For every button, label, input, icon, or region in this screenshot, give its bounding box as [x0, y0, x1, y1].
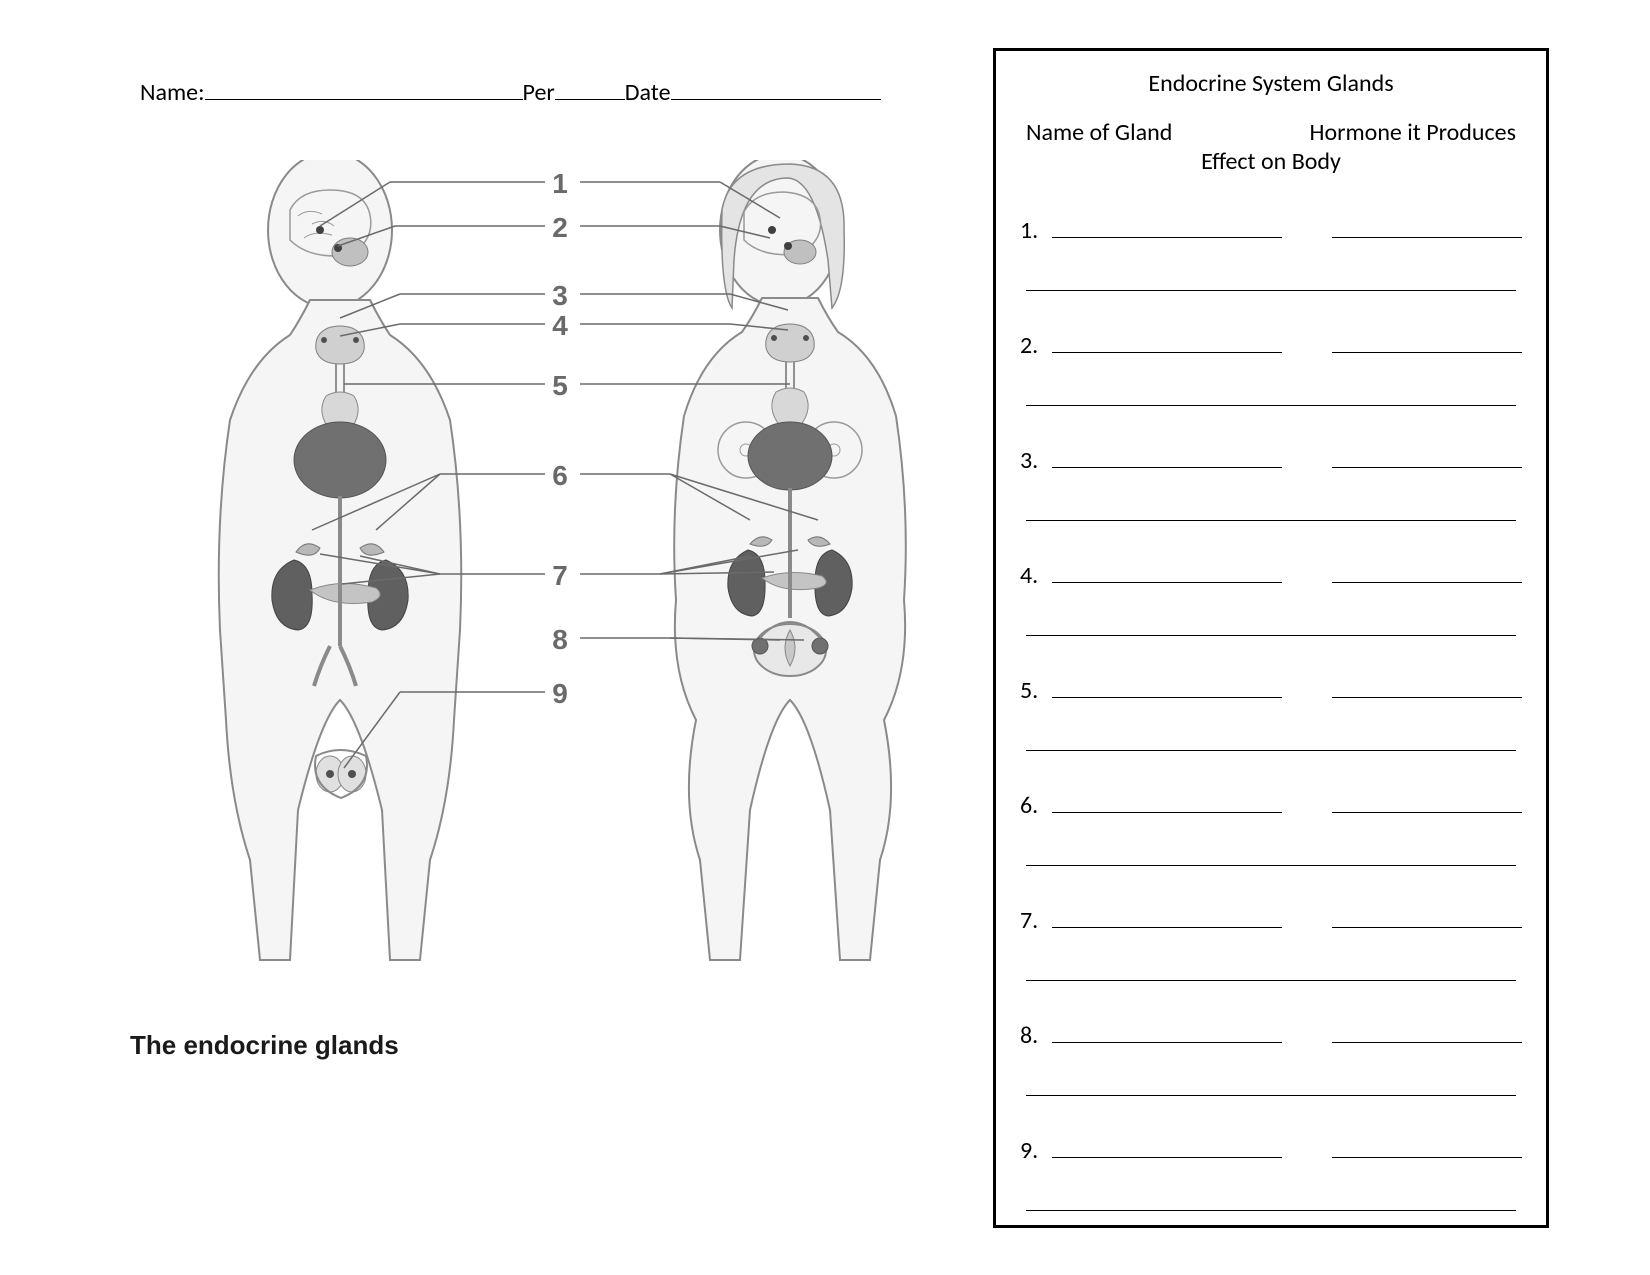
table-entry-7: 7.: [1020, 906, 1522, 981]
table-entry-2: 2.: [1020, 331, 1522, 406]
effect-blank[interactable]: [1026, 634, 1516, 636]
table-entry-4: 4.: [1020, 561, 1522, 636]
entry-number: 2.: [1020, 331, 1042, 360]
effect-blank[interactable]: [1026, 749, 1516, 751]
diagram-number-9: 9: [545, 678, 575, 710]
per-blank[interactable]: [555, 80, 625, 100]
gland-name-blank[interactable]: [1052, 1023, 1282, 1043]
gland-name-blank[interactable]: [1052, 908, 1282, 928]
effect-blank[interactable]: [1026, 289, 1516, 291]
gland-name-blank[interactable]: [1052, 333, 1282, 353]
hormone-blank[interactable]: [1332, 1023, 1522, 1043]
table-entry-3: 3.: [1020, 446, 1522, 521]
table-entry-8: 8.: [1020, 1021, 1522, 1096]
table-entry-1: 1.: [1020, 216, 1522, 291]
effect-blank[interactable]: [1026, 979, 1516, 981]
glands-table: Endocrine System Glands Name of Gland Ho…: [993, 48, 1549, 1228]
table-entry-9: 9.: [1020, 1136, 1522, 1211]
endocrine-diagram: 1 2 34 5 6 7 8 9: [190, 160, 920, 980]
row2-header: Effect on Body: [1020, 147, 1522, 176]
entry-number: 1.: [1020, 216, 1042, 245]
date-blank[interactable]: [671, 80, 881, 100]
col1-header: Name of Gland: [1026, 118, 1172, 147]
gland-name-blank[interactable]: [1052, 793, 1282, 813]
col2-header: Hormone it Produces: [1310, 118, 1516, 147]
entry-number: 4.: [1020, 561, 1042, 590]
effect-blank[interactable]: [1026, 1209, 1516, 1211]
gland-name-blank[interactable]: [1052, 218, 1282, 238]
diagram-caption: The endocrine glands: [130, 1030, 399, 1061]
hormone-blank[interactable]: [1332, 333, 1522, 353]
hormone-blank[interactable]: [1332, 448, 1522, 468]
table-entry-6: 6.: [1020, 791, 1522, 866]
name-label: Name:: [140, 78, 205, 107]
gland-name-blank[interactable]: [1052, 678, 1282, 698]
hormone-blank[interactable]: [1332, 1138, 1522, 1158]
table-headers: Name of Gland Hormone it Produces Effect…: [1020, 118, 1522, 176]
table-entry-5: 5.: [1020, 676, 1522, 751]
entry-number: 7.: [1020, 906, 1042, 935]
diagram-number-4: 4: [545, 310, 575, 342]
table-title: Endocrine System Glands: [1020, 69, 1522, 98]
name-blank[interactable]: [205, 80, 523, 100]
male-body: [219, 160, 462, 960]
female-body: [674, 160, 906, 960]
date-label: Date: [625, 78, 671, 107]
gland-name-blank[interactable]: [1052, 563, 1282, 583]
hormone-blank[interactable]: [1332, 563, 1522, 583]
effect-blank[interactable]: [1026, 864, 1516, 866]
gland-name-blank[interactable]: [1052, 448, 1282, 468]
diagram-number-1: 1: [545, 168, 575, 200]
gland-name-blank[interactable]: [1052, 1138, 1282, 1158]
hormone-blank[interactable]: [1332, 218, 1522, 238]
entry-number: 3.: [1020, 446, 1042, 475]
entry-number: 6.: [1020, 791, 1042, 820]
diagram-number-5: 5: [545, 370, 575, 402]
diagram-number-7: 7: [545, 560, 575, 592]
hormone-blank[interactable]: [1332, 793, 1522, 813]
per-label: Per: [523, 78, 555, 107]
worksheet-header: Name: Per Date: [140, 78, 881, 107]
effect-blank[interactable]: [1026, 519, 1516, 521]
hormone-blank[interactable]: [1332, 678, 1522, 698]
effect-blank[interactable]: [1026, 1094, 1516, 1096]
diagram-number-3: 3: [545, 280, 575, 312]
diagram-number-6: 6: [545, 460, 575, 492]
hormone-blank[interactable]: [1332, 908, 1522, 928]
diagram-number-2: 2: [545, 212, 575, 244]
effect-blank[interactable]: [1026, 404, 1516, 406]
diagram-number-8: 8: [545, 624, 575, 656]
entry-number: 5.: [1020, 676, 1042, 705]
entry-number: 9.: [1020, 1136, 1042, 1165]
entry-number: 8.: [1020, 1021, 1042, 1050]
table-entries: 1. 2. 3. 4. 5. 6. 7. 8. 9.: [1020, 216, 1522, 1211]
